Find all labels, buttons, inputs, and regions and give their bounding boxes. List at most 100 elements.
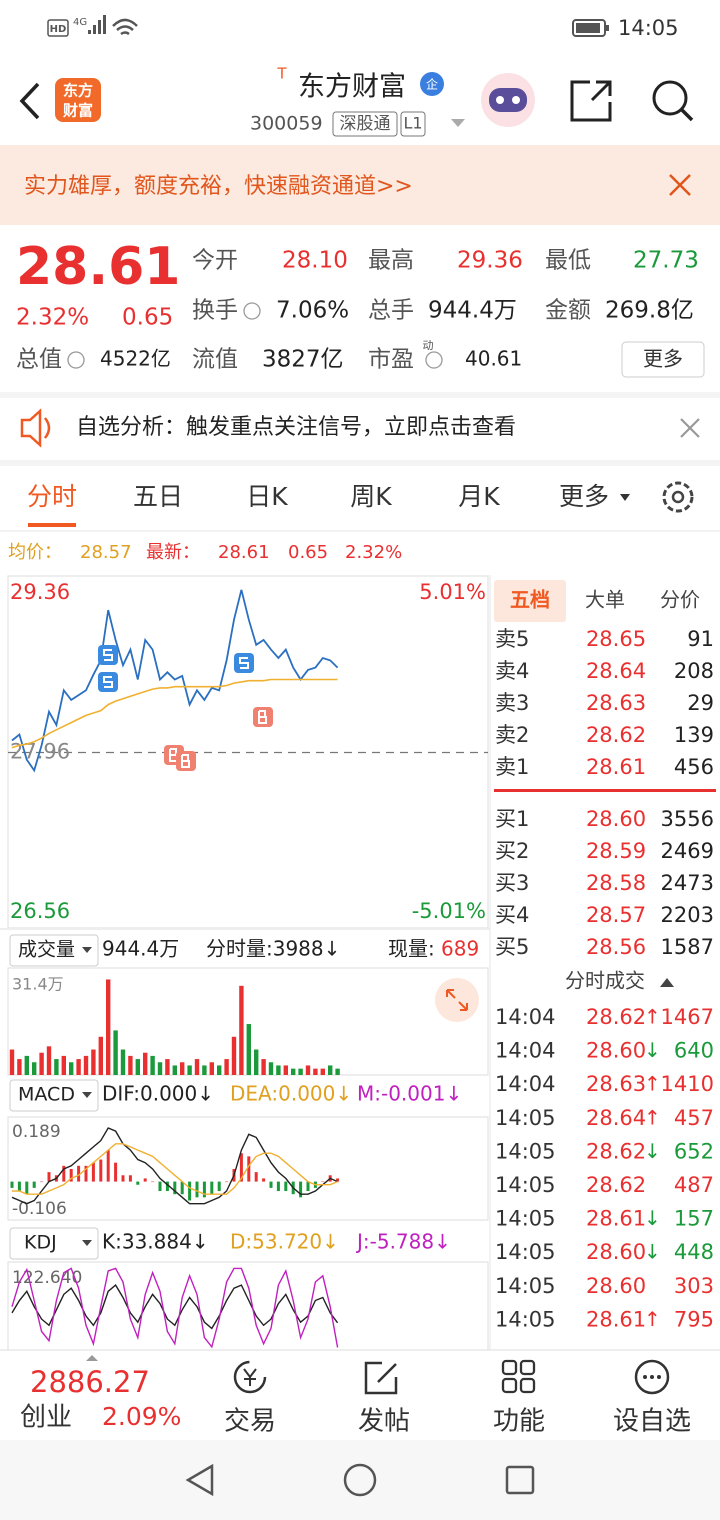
system-recent[interactable] (505, 1465, 535, 1495)
tab[interactable]: 日K (246, 482, 288, 511)
system-back[interactable] (185, 1463, 214, 1497)
trade-arrow: ↓ (644, 1240, 661, 1264)
volume-total: 944.4万 (102, 937, 179, 961)
order-tab[interactable]: 五档 (510, 588, 550, 612)
battery (572, 19, 606, 37)
signal-glyph (103, 649, 113, 661)
macd-bar (91, 1162, 95, 1182)
trade-time: 14:04 (495, 1005, 556, 1029)
macd-dif: DIF:0.000↓ (102, 1082, 214, 1106)
tab[interactable]: 月K (458, 482, 500, 511)
chart-frame (7, 1116, 489, 1221)
macd-bar (217, 1181, 221, 1192)
speaker-icon (20, 408, 51, 448)
indicator-select[interactable] (9, 1079, 99, 1112)
last-change: 0.65 (288, 542, 328, 563)
tab[interactable]: 五日 (133, 482, 183, 511)
tag-box (332, 111, 398, 137)
trade-volume: 1410 (661, 1072, 714, 1096)
field-value: 28.10 (282, 248, 348, 274)
back-button[interactable] (19, 82, 40, 120)
tab[interactable]: 分时 (27, 482, 77, 511)
banner-close[interactable] (669, 174, 691, 196)
volume-bar (128, 1055, 133, 1075)
volume-bar (276, 1065, 281, 1075)
indicator-caret (82, 947, 92, 953)
order-tab[interactable]: 大单 (585, 588, 625, 612)
more-button[interactable] (621, 341, 705, 378)
macd-bar (306, 1181, 310, 1192)
trade-time: 14:05 (495, 1274, 556, 1298)
share-icon[interactable] (570, 80, 612, 122)
trade-price: 28.64 (586, 1106, 646, 1130)
divider (0, 460, 720, 466)
trades-caret (660, 978, 674, 987)
tab[interactable]: 周K (350, 482, 392, 511)
macd-bar (225, 1181, 229, 1183)
field-label: 流值 (192, 347, 238, 373)
order-tab[interactable]: 分价 (660, 588, 700, 612)
nav-label[interactable]: 交易 (224, 1407, 276, 1437)
trade-arrow: ↑ (644, 1307, 661, 1331)
field-label: 市盈 (368, 347, 414, 373)
dropdown[interactable] (451, 119, 465, 127)
system-home[interactable] (343, 1463, 377, 1497)
settings-icon[interactable] (662, 481, 694, 513)
battery-fill (576, 23, 600, 33)
indicator-select[interactable] (9, 934, 99, 967)
field-value: 269.8亿 (605, 298, 694, 324)
trade-volume: 157 (674, 1207, 714, 1231)
volume-now-label: 现量: (388, 937, 435, 961)
book-label: 卖3 (495, 691, 529, 715)
volume-bar (17, 1059, 22, 1075)
volume-bar (202, 1065, 207, 1075)
field-label: 最低 (545, 248, 591, 274)
book-label: 卖1 (495, 755, 529, 779)
volume-bar (61, 1055, 66, 1075)
nav-icon (519, 1359, 536, 1376)
y2-tick-label: 5.01% (419, 580, 486, 604)
y-tick-label: 29.36 (10, 580, 70, 604)
book-label: 买2 (495, 839, 529, 863)
expand-button[interactable] (435, 978, 479, 1022)
settings-hub (671, 490, 685, 504)
tab-underline (28, 523, 76, 527)
wifi-icon (112, 18, 138, 36)
tab[interactable]: 更多 (559, 482, 609, 511)
banner-bg[interactable] (0, 145, 720, 225)
trade-time: 14:05 (495, 1173, 556, 1197)
nav-label[interactable]: 发帖 (358, 1407, 410, 1437)
volume-bar (46, 1046, 52, 1075)
volume-bar (254, 1049, 259, 1075)
volume-bar (209, 1062, 214, 1075)
y-tick-label: 31.4万 (12, 975, 64, 994)
last-label: 最新： (146, 542, 200, 563)
signal-bar (103, 15, 106, 34)
search-icon[interactable] (652, 80, 688, 116)
nav-label[interactable]: 功能 (493, 1407, 545, 1437)
volume-bar (283, 1065, 288, 1075)
last-price: 28.61 (16, 237, 180, 297)
volume-bar (39, 1052, 44, 1075)
macd-bar (202, 1181, 206, 1198)
nav-label[interactable]: 设自选 (613, 1407, 691, 1437)
volume-bar (9, 1049, 15, 1075)
macd-bar (180, 1181, 184, 1195)
info-icon (243, 302, 261, 320)
index-caret (86, 1355, 98, 1361)
book-price: 28.62 (586, 723, 646, 747)
indicator-select[interactable] (9, 1227, 99, 1260)
book-price: 28.64 (586, 659, 646, 683)
macd-bar (84, 1165, 88, 1182)
macd-bar (47, 1172, 51, 1182)
volume-minute: 分时量:3988↓ (206, 937, 340, 961)
nav-icon-dot (650, 1375, 654, 1379)
series-line (11, 1127, 338, 1205)
avg-value: 28.57 (80, 542, 132, 563)
nav-icon (519, 1377, 536, 1394)
badge: 企 (426, 77, 438, 92)
indicator-caret (82, 1240, 92, 1246)
trades-title: 分时成交 (565, 969, 645, 993)
notice-close[interactable] (680, 418, 700, 438)
